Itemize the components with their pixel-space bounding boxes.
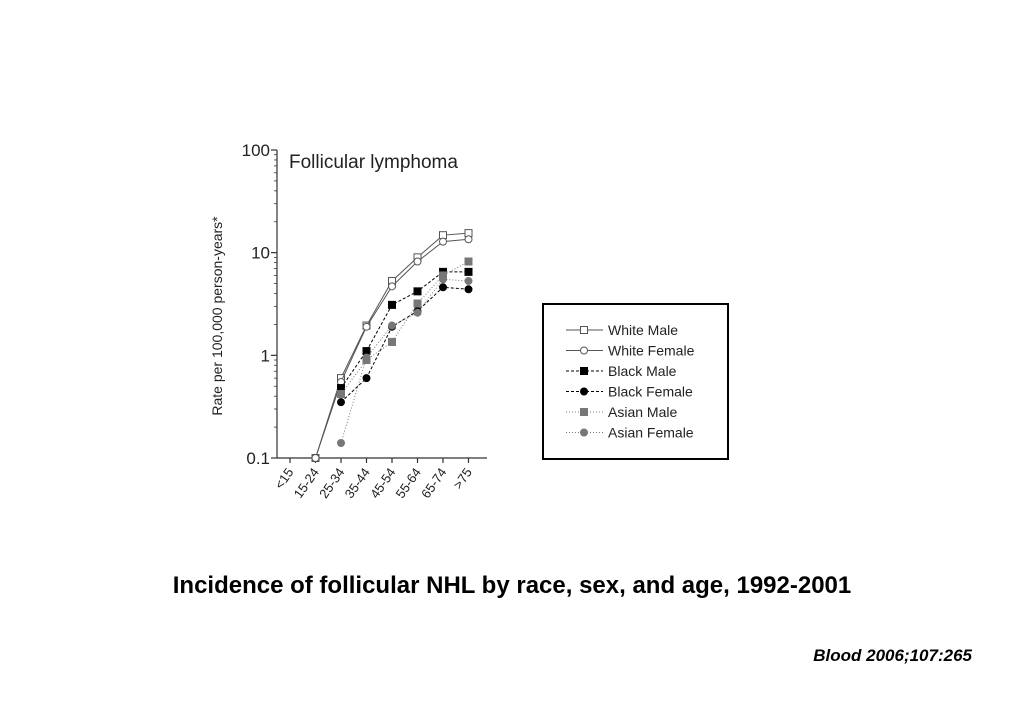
chart-figure: Follicular lymphoma Rate per 100,000 per… [209,141,729,501]
data-point [413,287,422,296]
legend-label-5: Asian Female [608,425,694,441]
data-point [413,308,422,317]
chart-title: Follicular lymphoma [289,152,458,173]
y-tick-label-1: 1 [261,346,270,365]
series-1 [311,235,473,462]
chart-series-layer [311,229,473,462]
legend-marker-0 [580,326,588,334]
data-point [337,438,345,447]
data-point [439,283,447,292]
series-line-5 [340,278,469,444]
data-point [337,390,345,399]
legend-marker-2 [580,367,588,375]
data-point [413,257,422,266]
data-point [362,374,371,383]
legend-marker-3 [580,387,588,396]
chart-axes: 0.1110100<1515-2425-3435-4445-5455-6465-… [242,141,487,501]
data-point [388,300,396,309]
legend-label-3: Black Female [608,384,693,400]
data-point [311,454,320,462]
x-tick-label-7: >75 [450,465,475,492]
data-point [362,347,371,356]
legend-label-1: White Female [608,343,695,359]
legend-label-0: White Male [608,322,678,338]
data-point [464,276,473,285]
legend-label-2: Black Male [608,363,677,379]
citation: Blood 2006;107:265 [813,646,972,665]
data-point [388,321,396,330]
y-tick-label-0: 0.1 [246,449,270,468]
data-point [413,299,422,308]
series-line-2 [340,271,469,389]
series-line-3 [340,286,469,403]
legend-marker-4 [580,408,588,416]
series-line-4 [340,261,469,395]
data-point [464,267,473,276]
x-tick-label-1: 15-24 [291,465,322,501]
data-point [362,322,371,331]
data-point [439,275,447,284]
x-tick-label-5: 55-64 [393,465,424,501]
data-point [464,235,473,244]
data-point [439,237,447,246]
legend-marker-5 [580,428,588,437]
data-point [439,231,447,240]
data-point [388,337,396,346]
x-tick-label-4: 45-54 [367,465,398,501]
chart-legend: White Male White Female Black Male Black Fe… [542,303,729,460]
data-point [362,353,371,362]
legend-marker-1 [580,346,588,355]
series-2 [337,267,473,393]
y-tick-label-2: 10 [251,244,270,263]
legend-label-4: Asian Male [608,404,677,420]
y-axis-label: Rate per 100,000 person-years* [209,216,225,416]
x-tick-label-3: 35-44 [342,465,373,501]
series-5 [337,275,473,447]
data-point [464,285,473,294]
series-4 [337,257,473,399]
y-tick-label-3: 100 [242,141,270,160]
figure-caption: Incidence of follicular NHL by race, sex… [172,572,852,599]
data-point [337,398,345,407]
x-tick-label-2: 25-34 [316,465,347,501]
data-point [388,282,396,291]
x-tick-label-6: 65-74 [418,465,449,501]
data-point [464,257,473,266]
